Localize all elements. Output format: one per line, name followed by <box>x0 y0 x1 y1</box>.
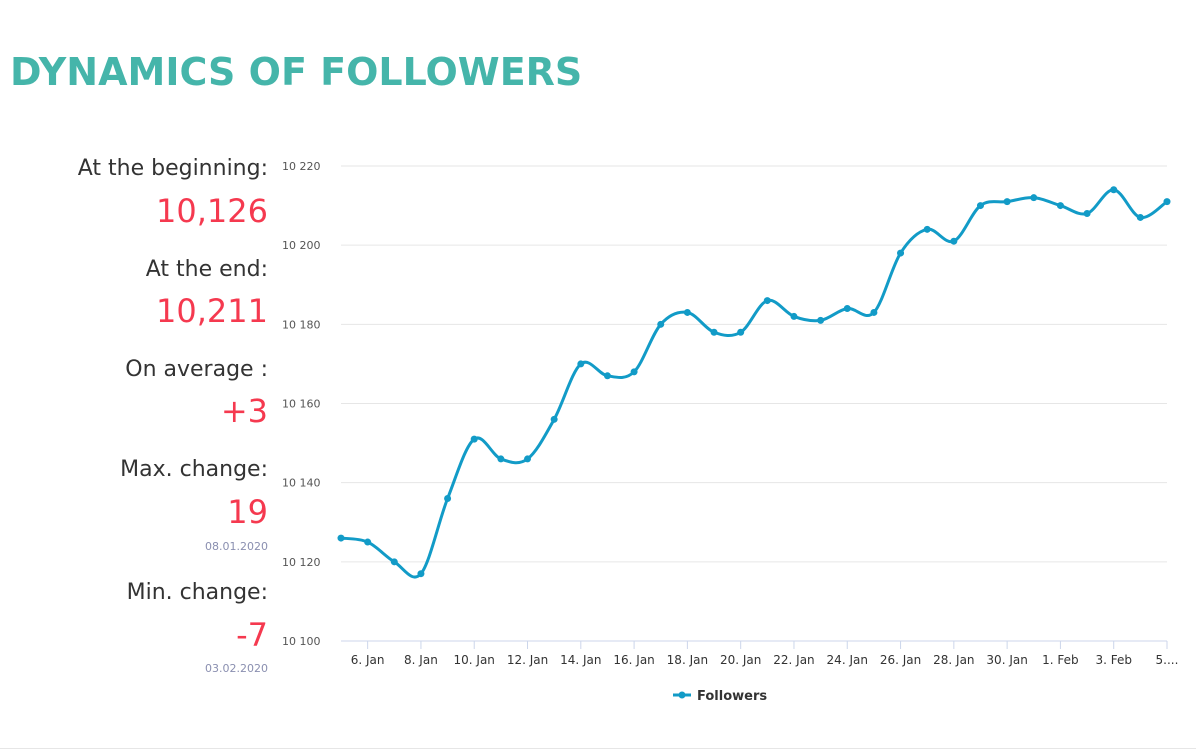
data-point[interactable] <box>390 558 398 566</box>
x-tick-label: 3. Feb <box>1095 653 1132 667</box>
page-title: DYNAMICS OF FOLLOWERS <box>10 50 583 94</box>
y-tick-label: 10 100 <box>282 635 321 648</box>
data-point[interactable] <box>470 435 478 443</box>
data-point[interactable] <box>923 225 931 233</box>
data-point[interactable] <box>603 372 611 380</box>
x-tick-label: 1. Feb <box>1042 653 1079 667</box>
y-tick-label: 10 160 <box>282 398 321 411</box>
data-point[interactable] <box>630 368 638 376</box>
y-tick-label: 10 140 <box>282 477 321 490</box>
x-tick-label: 8. Jan <box>404 653 438 667</box>
min-change-date: 03.02.2020 <box>205 662 268 675</box>
max-change-date: 08.01.2020 <box>205 540 268 553</box>
data-point[interactable] <box>737 328 745 336</box>
x-tick-label: 24. Jan <box>827 653 868 667</box>
data-point[interactable] <box>710 328 718 336</box>
data-point[interactable] <box>1003 198 1011 206</box>
data-point[interactable] <box>524 455 532 463</box>
min-change-label: Min. change: <box>126 580 268 605</box>
data-point[interactable] <box>577 360 585 368</box>
data-point[interactable] <box>683 308 691 316</box>
data-point[interactable] <box>550 415 558 423</box>
divider <box>0 748 1196 749</box>
y-tick-label: 10 120 <box>282 556 321 569</box>
y-tick-label: 10 200 <box>282 239 321 252</box>
x-tick-label: 16. Jan <box>613 653 654 667</box>
x-tick-label: 30. Jan <box>986 653 1027 667</box>
beginning-label: At the beginning: <box>77 156 268 181</box>
beginning-value: 10,126 <box>156 192 268 230</box>
average-value: +3 <box>220 392 268 430</box>
data-point[interactable] <box>337 534 345 542</box>
data-point[interactable] <box>364 538 372 546</box>
y-tick-label: 10 220 <box>282 160 321 173</box>
x-tick-label: 22. Jan <box>773 653 814 667</box>
max-change-label: Max. change: <box>120 457 268 482</box>
data-point[interactable] <box>843 305 851 312</box>
data-point[interactable] <box>1083 210 1091 217</box>
x-tick-label: 14. Jan <box>560 653 601 667</box>
legend-label[interactable]: Followers <box>697 689 767 704</box>
x-tick-label: 6. Jan <box>351 653 385 667</box>
data-point[interactable] <box>870 308 878 316</box>
x-tick-label: 5.... <box>1156 653 1179 667</box>
x-tick-label: 28. Jan <box>933 653 974 667</box>
average-label: On average : <box>125 357 268 382</box>
data-point[interactable] <box>817 316 825 324</box>
end-value: 10,211 <box>156 292 268 330</box>
x-tick-label: 18. Jan <box>667 653 708 667</box>
y-tick-label: 10 180 <box>282 318 321 331</box>
legend-marker-icon <box>678 691 686 699</box>
x-tick-label: 12. Jan <box>507 653 548 667</box>
min-change-value: -7 <box>236 616 268 654</box>
legend[interactable]: Followers <box>673 689 767 704</box>
max-change-value: 19 <box>227 493 268 531</box>
x-tick-label: 26. Jan <box>880 653 921 667</box>
data-point[interactable] <box>1136 213 1144 221</box>
data-point[interactable] <box>897 249 905 257</box>
data-point[interactable] <box>1110 186 1118 194</box>
data-point[interactable] <box>1056 202 1064 210</box>
data-point[interactable] <box>1030 194 1038 202</box>
series-line-followers <box>340 188 1168 579</box>
data-point[interactable] <box>976 202 984 210</box>
data-point[interactable] <box>444 495 452 502</box>
data-point[interactable] <box>1163 198 1171 206</box>
data-point[interactable] <box>497 455 505 463</box>
end-label: At the end: <box>145 257 268 282</box>
data-point[interactable] <box>417 570 425 578</box>
data-point[interactable] <box>790 312 798 320</box>
data-point[interactable] <box>950 237 958 245</box>
x-tick-label: 10. Jan <box>454 653 495 667</box>
x-tick-label: 20. Jan <box>720 653 761 667</box>
data-point[interactable] <box>763 297 771 305</box>
data-point[interactable] <box>657 320 665 328</box>
